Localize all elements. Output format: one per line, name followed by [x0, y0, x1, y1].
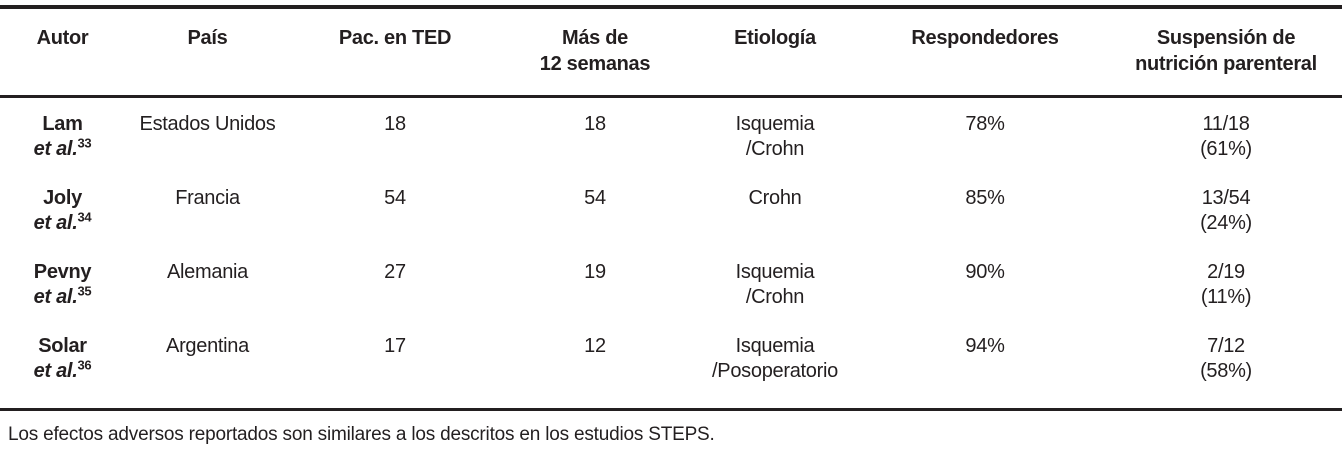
suspension-line1: 2/19 [1207, 261, 1245, 283]
table-header-row: Autor País Pac. en TED Más de 12 semanas… [0, 9, 1342, 95]
etiologia-line1: Isquemia [735, 261, 815, 283]
header-cell-etiologia: Etiología [690, 25, 860, 77]
etal-text: et al. [33, 286, 78, 308]
header-cell-autor: Autor [0, 25, 125, 77]
header-label-line2: nutrición parenteral [1135, 53, 1317, 75]
author-cell: Joly et al.34 [0, 186, 125, 236]
suspension-line2: (58%) [1200, 360, 1252, 382]
suspension-line1: 13/54 [1201, 187, 1251, 209]
suspension-cell: 7/12 (58%) [1110, 334, 1342, 384]
suspension-cell: 11/18 (61%) [1110, 112, 1342, 162]
table-bottom-rule [0, 408, 1342, 411]
respondedores-cell: 85% [965, 187, 1005, 209]
table-top-rule [0, 5, 1342, 9]
author-etal: et al.33 [0, 135, 125, 162]
reference-superscript: 34 [77, 209, 92, 225]
header-cell-pac-en-ted: Pac. en TED [290, 25, 500, 77]
pac-en-ted-cell: 54 [384, 187, 406, 209]
table-row-pevny: Pevny et al.35 Alemania 27 19 Isquemia /… [0, 260, 1342, 310]
respondedores-cell: 90% [965, 261, 1005, 283]
etiologia-line2: /Crohn [745, 138, 805, 160]
header-label: Pac. en TED [338, 27, 452, 49]
author-cell: Solar et al.36 [0, 334, 125, 384]
author-etal: et al.35 [0, 283, 125, 310]
table-row-lam: Lam et al.33 Estados Unidos 18 18 Isquem… [0, 112, 1342, 162]
author-cell: Pevny et al.35 [0, 260, 125, 310]
reference-superscript: 35 [77, 283, 92, 299]
country-cell: Francia [175, 187, 240, 209]
etal-text: et al. [33, 138, 78, 160]
suspension-line2: (11%) [1200, 286, 1252, 308]
author-etal: et al.34 [0, 209, 125, 236]
etiologia-cell: Isquemia /Crohn [690, 112, 860, 162]
country-cell: Estados Unidos [139, 113, 276, 135]
suspension-line2: (24%) [1200, 212, 1252, 234]
author-name: Lam [42, 113, 83, 135]
pac-en-ted-cell: 18 [384, 113, 406, 135]
header-cell-suspension: Suspensión de nutrición parenteral [1110, 25, 1342, 77]
respondedores-cell: 78% [965, 113, 1005, 135]
header-label: Autor [36, 27, 89, 49]
header-label: Etiología [734, 27, 816, 49]
mas-de-12-semanas-cell: 19 [584, 261, 606, 283]
pac-en-ted-cell: 27 [384, 261, 406, 283]
reference-superscript: 36 [77, 357, 92, 373]
respondedores-cell: 94% [965, 335, 1005, 357]
etiologia-line1: Crohn [748, 187, 802, 209]
header-label: Suspensión de [1156, 27, 1296, 49]
suspension-line2: (61%) [1200, 138, 1252, 160]
mas-de-12-semanas-cell: 12 [584, 335, 606, 357]
etiologia-cell: Isquemia /Crohn [690, 260, 860, 310]
header-label: País [187, 27, 228, 49]
table-header-rule [0, 95, 1342, 98]
header-label-line2: 12 semanas [539, 53, 651, 75]
author-name: Pevny [33, 261, 92, 283]
author-etal: et al.36 [0, 357, 125, 384]
etiologia-line2: /Crohn [745, 286, 805, 308]
etiologia-line1: Isquemia [735, 113, 815, 135]
header-cell-pais: País [125, 25, 290, 77]
etiologia-line1: Isquemia [735, 335, 815, 357]
country-cell: Argentina [166, 335, 249, 357]
pac-en-ted-cell: 17 [384, 335, 406, 357]
mas-de-12-semanas-cell: 18 [584, 113, 606, 135]
table-row-joly: Joly et al.34 Francia 54 54 Crohn 85% 13… [0, 186, 1342, 236]
author-name: Joly [43, 187, 82, 209]
author-cell: Lam et al.33 [0, 112, 125, 162]
etal-text: et al. [33, 212, 78, 234]
suspension-line1: 7/12 [1207, 335, 1245, 357]
reference-superscript: 33 [77, 135, 92, 151]
header-label: Más de [561, 27, 628, 49]
header-cell-mas-de-12-semanas: Más de 12 semanas [500, 25, 690, 77]
country-cell: Alemania [167, 261, 248, 283]
etiologia-line2: /Posoperatorio [712, 360, 838, 382]
table-footnote: Los efectos adversos reportados son simi… [8, 424, 715, 445]
header-label: Respondedores [911, 27, 1059, 49]
author-name: Solar [38, 335, 87, 357]
table-body: Lam et al.33 Estados Unidos 18 18 Isquem… [0, 98, 1342, 384]
suspension-cell: 13/54 (24%) [1110, 186, 1342, 236]
etal-text: et al. [33, 360, 78, 382]
etiologia-cell: Crohn [690, 186, 860, 236]
mas-de-12-semanas-cell: 54 [584, 187, 606, 209]
suspension-cell: 2/19 (11%) [1110, 260, 1342, 310]
suspension-line1: 11/18 [1202, 113, 1250, 135]
header-cell-respondedores: Respondedores [860, 25, 1110, 77]
etiologia-cell: Isquemia /Posoperatorio [690, 334, 860, 384]
table-row-solar: Solar et al.36 Argentina 17 12 Isquemia … [0, 334, 1342, 384]
